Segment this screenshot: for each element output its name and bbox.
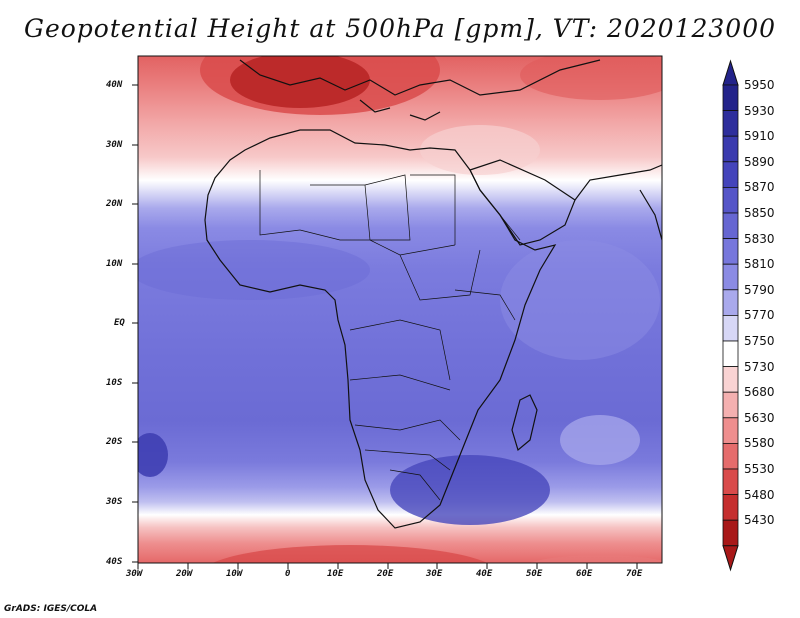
colorbar-cell [722,263,739,291]
lon-label: 50E [526,569,543,579]
lat-label: 20N [106,199,123,209]
lat-tick-marks [132,84,138,563]
colorbar-label: 5790 [744,282,775,297]
lon-label: 60E [576,569,593,579]
colorbar-cell [722,494,739,521]
colorbar-label: 5830 [744,231,775,246]
colorbar-cell [722,238,739,265]
lat-label: 10S [106,378,123,388]
colorbar-cell [722,417,739,444]
lat-label: 10N [106,259,123,269]
colorbar-label: 5630 [744,410,775,425]
colorbar-label: 5480 [744,487,775,502]
colorbar-label: 5890 [744,154,775,169]
lat-label: 30S [106,497,123,507]
colorbar-cell [722,366,739,393]
lat-label: 40S [106,557,123,567]
colorbar-cell [722,161,739,188]
plot-frame [137,55,663,564]
colorbar-cell [722,186,739,214]
colorbar-label: 5580 [744,436,775,451]
lon-label: 0 [285,569,291,579]
colorbar-label: 5910 [744,129,775,144]
colorbar-cell [722,84,739,112]
colorbar-label: 5850 [744,206,775,220]
colorbar-label: 5950 [744,78,775,92]
colorbar-bottom-arrow [722,545,739,572]
colorbar-label: 5870 [744,180,775,195]
lon-label: 30E [426,569,443,579]
colorbar-label: 5770 [744,308,775,323]
colorbar-cell [722,289,739,316]
lon-label: 20W [176,569,193,579]
colorbar-label: 5680 [744,385,775,400]
colorbar-cell [722,519,739,547]
colorbar-label: 5810 [744,257,775,272]
lat-label: 20S [106,437,123,447]
colorbar-cell [722,340,739,368]
colorbar-label: 5750 [744,334,775,348]
colorbar-cell [722,391,739,419]
chart-title: Geopotential Height at 500hPa [gpm], VT:… [23,14,777,43]
lon-label: 40E [476,569,493,579]
colorbar-label: 5430 [744,513,775,528]
lat-label: EQ [114,318,125,328]
lon-label: 30W [126,569,143,579]
credit-text: GrADS: IGES/COLA [4,604,98,614]
lon-label: 70E [626,569,643,579]
colorbar-label: 5930 [744,103,775,118]
lon-tick-marks [137,563,638,569]
coastlines [204,59,662,529]
colorbar-cell [722,442,739,470]
colorbar-cell [722,468,739,496]
lat-label: 40N [106,80,123,90]
colorbar-cell [722,212,739,240]
colorbar-label: 5530 [744,462,775,476]
lon-label: 10W [226,569,243,579]
colorbar-label: 5730 [744,359,775,374]
height-field [138,56,662,563]
colorbar-cell [722,314,739,342]
colorbar-cell [722,135,739,163]
colorbar-cell [722,110,739,137]
lon-label: 20E [377,569,394,579]
lon-label: 10E [327,569,344,579]
colorbar-top-arrow [722,59,739,86]
lat-label: 30N [106,140,123,150]
country-borders [259,170,521,501]
